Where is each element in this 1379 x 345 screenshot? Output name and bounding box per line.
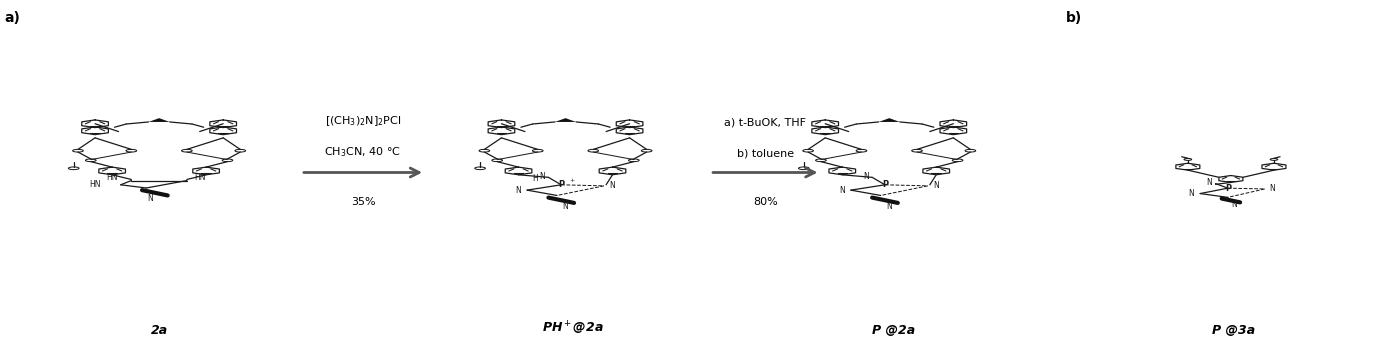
Text: N: N [1189, 189, 1194, 198]
Text: N: N [934, 181, 939, 190]
Text: b) toluene: b) toluene [736, 149, 794, 159]
Text: N: N [516, 186, 521, 195]
Text: N: N [563, 201, 568, 210]
Text: P @2a: P @2a [872, 324, 914, 337]
Text: N: N [539, 172, 545, 181]
Text: HN: HN [194, 173, 205, 182]
Text: a) t-BuOK, THF: a) t-BuOK, THF [724, 118, 807, 128]
Text: P @3a: P @3a [1212, 324, 1255, 337]
Text: P: P [558, 180, 564, 189]
Text: b): b) [1066, 11, 1083, 25]
Text: [(CH$_3$)$_2$N]$_2$PCl: [(CH$_3$)$_2$N]$_2$PCl [325, 114, 401, 128]
Text: a): a) [6, 11, 21, 25]
Text: N: N [610, 181, 615, 190]
Text: 35%: 35% [350, 197, 375, 207]
Text: P: P [1225, 184, 1231, 193]
Text: N: N [887, 201, 892, 210]
Polygon shape [149, 118, 170, 122]
Text: 2a: 2a [150, 324, 168, 337]
Text: H: H [532, 174, 538, 183]
Polygon shape [878, 118, 900, 122]
Text: CH$_3$CN, 40 °C: CH$_3$CN, 40 °C [324, 145, 401, 159]
Text: N: N [1270, 185, 1276, 194]
Text: HN: HN [106, 173, 117, 182]
Text: PH$^+$@2a: PH$^+$@2a [542, 320, 603, 337]
Text: N: N [1231, 200, 1237, 209]
Polygon shape [554, 118, 576, 122]
Text: P: P [883, 180, 888, 189]
Text: N: N [840, 186, 845, 195]
Text: 80%: 80% [753, 197, 778, 207]
Text: N: N [1207, 178, 1212, 187]
Text: N: N [148, 194, 153, 203]
Text: HN: HN [90, 180, 101, 189]
Text: N: N [863, 172, 869, 181]
Text: +: + [570, 178, 575, 183]
